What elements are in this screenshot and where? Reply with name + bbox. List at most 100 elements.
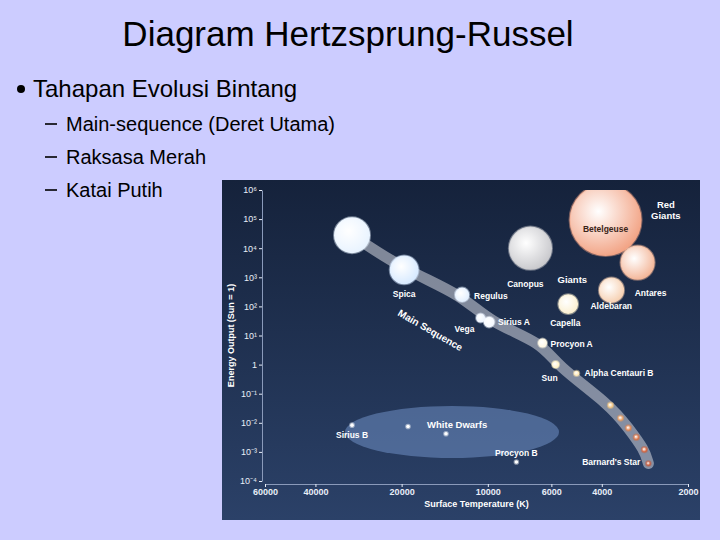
- point-labels: SpicaCanopusBetelgeuseAntaresAldebaranCa…: [336, 224, 667, 467]
- x-tick-label: 20000: [390, 487, 415, 497]
- star: [642, 447, 647, 452]
- y-tick-mark: [259, 452, 262, 453]
- x-tick-label: 6000: [542, 487, 562, 497]
- point-label: Spica: [393, 289, 416, 299]
- star: [634, 435, 639, 440]
- x-tick-label: 60000: [253, 487, 278, 497]
- point-label: Capella: [550, 318, 581, 328]
- y-tick: 10⁴: [243, 244, 262, 254]
- point-label: Alpha Centauri B: [585, 368, 654, 378]
- annotation: RedGiants: [651, 199, 681, 221]
- y-tick-label: 10⁻¹: [241, 389, 257, 399]
- point-label: Aldebaran: [590, 301, 632, 311]
- x-tick: 2000: [678, 484, 698, 497]
- point-label: Sirius A: [498, 317, 530, 327]
- sub-bullet-text: Main-sequence (Deret Utama): [66, 113, 335, 135]
- y-tick-label: 10¹: [244, 331, 257, 341]
- sub-bullet-text: Katai Putih: [66, 179, 163, 201]
- point-label: Vega: [455, 324, 475, 334]
- y-tick: 10¹: [244, 331, 262, 341]
- x-axis-line: [266, 484, 689, 485]
- x-tick: 60000: [253, 484, 278, 497]
- star: [350, 423, 354, 427]
- x-tick: 10000: [476, 484, 501, 497]
- point-label: Regulus: [474, 291, 508, 301]
- y-tick-mark: [259, 219, 262, 220]
- y-tick-label: 10²: [244, 302, 257, 312]
- x-tick: 40000: [303, 484, 328, 497]
- annotation: Giants: [558, 274, 588, 285]
- y-tick-mark: [259, 336, 262, 337]
- point-label: Canopus: [507, 279, 544, 289]
- slide-title: Diagram Hertzsprung-Russel: [122, 14, 573, 53]
- star: [484, 317, 495, 328]
- x-tick-label: 40000: [303, 487, 328, 497]
- sub-bullet-dash: [45, 156, 57, 158]
- star: [599, 278, 624, 303]
- star: [626, 425, 631, 430]
- slide-background: [0, 0, 720, 540]
- star: [455, 288, 469, 302]
- main-sequence-band: [352, 235, 648, 463]
- sub-bullet-text: Raksasa Merah: [66, 146, 206, 168]
- x-tick-label: 2000: [678, 487, 698, 497]
- star: [406, 425, 410, 429]
- y-axis-title: Energy Output (Sun = 1): [226, 284, 236, 387]
- bullet-text: Tahapan Evolusi Bintang: [33, 75, 297, 102]
- y-tick: 10²: [244, 302, 262, 312]
- y-tick-mark: [259, 394, 262, 395]
- star: [608, 403, 613, 408]
- y-tick-mark: [259, 277, 262, 278]
- sub-bullet-dash: [45, 189, 57, 191]
- x-tick-label: 4000: [592, 487, 612, 497]
- y-tick-label: 10⁻³: [241, 447, 257, 457]
- y-tick-mark: [259, 423, 262, 424]
- star: [509, 227, 552, 270]
- y-tick: 10⁵: [243, 214, 262, 224]
- y-tick: 10⁶: [243, 185, 262, 195]
- point-label: Barnard's Star: [582, 457, 641, 467]
- y-tick: 10⁻¹: [241, 389, 262, 399]
- annotation-line: Red: [657, 199, 675, 210]
- y-tick-mark: [259, 365, 262, 366]
- x-tick-label: 10000: [476, 487, 501, 497]
- annotations: RedGiantsGiantsMain SequenceWhite Dwarfs: [396, 199, 681, 430]
- y-tick: 1: [252, 360, 262, 370]
- star: [552, 361, 559, 368]
- chart-panel: [222, 180, 700, 520]
- root: Diagram Hertzsprung-Russel Tahapan Evolus…: [0, 0, 720, 540]
- bullet-dot: [17, 85, 25, 93]
- star: [444, 432, 448, 436]
- y-tick-label: 10⁻⁴: [240, 476, 257, 486]
- star: [574, 371, 579, 376]
- y-axis: 10⁶10⁵10⁴10³10²10¹110⁻¹10⁻²10⁻³10⁻⁴: [240, 185, 262, 486]
- white-dwarf-region: [345, 406, 559, 458]
- star: [538, 339, 547, 348]
- x-tick: 20000: [390, 484, 415, 497]
- plot-area: [334, 190, 655, 466]
- sub-bullet-dash: [45, 123, 57, 125]
- annotation: Main Sequence: [396, 307, 465, 353]
- star: [515, 460, 519, 464]
- x-tick: 6000: [542, 484, 562, 497]
- y-tick: 10⁻⁴: [240, 476, 262, 486]
- point-label: Sirius B: [336, 430, 368, 440]
- star: [646, 461, 651, 466]
- point-label: Betelgeuse: [583, 224, 629, 234]
- star: [334, 217, 370, 253]
- y-tick-mark: [259, 481, 262, 482]
- y-tick-label: 10⁻²: [241, 418, 257, 428]
- y-tick-label: 10⁵: [243, 214, 257, 224]
- annotation-line: Giants: [651, 210, 681, 221]
- x-axis: 60000 40000 20000 10000 6000 4000 2000: [253, 484, 699, 497]
- point-label: Procyon A: [551, 339, 593, 349]
- y-tick-label: 1: [252, 360, 257, 370]
- star: [558, 294, 578, 314]
- y-tick-mark: [259, 248, 262, 249]
- x-axis-title: Surface Temperature (K): [424, 499, 528, 509]
- slide: Diagram Hertzsprung-Russel Tahapan Evolus…: [0, 0, 720, 540]
- star: [620, 246, 654, 280]
- point-label: Sun: [542, 373, 558, 383]
- y-axis-line: [262, 191, 263, 482]
- y-tick: 10⁻²: [241, 418, 262, 428]
